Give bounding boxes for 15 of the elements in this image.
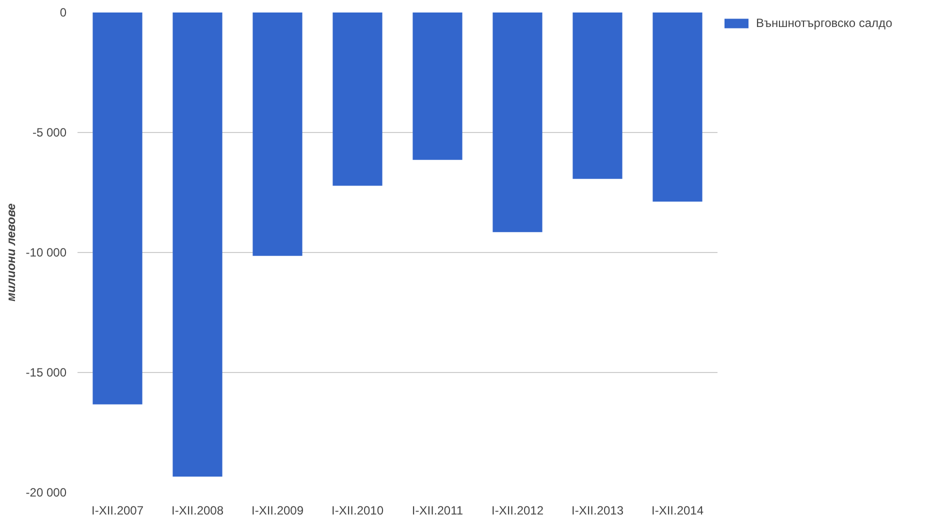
- y-axis-title: милиони левове: [4, 203, 18, 302]
- legend-label: Външнотърговско салдо: [756, 16, 892, 30]
- x-tick-label: I-XII.2010: [331, 504, 384, 518]
- x-tick-label: I-XII.2012: [491, 504, 544, 518]
- x-tick-label: I-XII.2013: [571, 504, 624, 518]
- x-tick-label: I-XII.2007: [91, 504, 144, 518]
- x-tick-label: I-XII.2009: [251, 504, 304, 518]
- x-tick-label: I-XII.2008: [171, 504, 224, 518]
- y-tick-label: -10 000: [26, 246, 67, 260]
- y-tick-label: -5 000: [32, 126, 67, 140]
- x-tick-label: I-XII.2014: [651, 504, 704, 518]
- y-tick-label: 0: [60, 6, 67, 20]
- x-tick-label: I-XII.2011: [412, 504, 464, 518]
- y-tick-label: -15 000: [26, 366, 67, 380]
- y-tick-label: -20 000: [26, 486, 67, 500]
